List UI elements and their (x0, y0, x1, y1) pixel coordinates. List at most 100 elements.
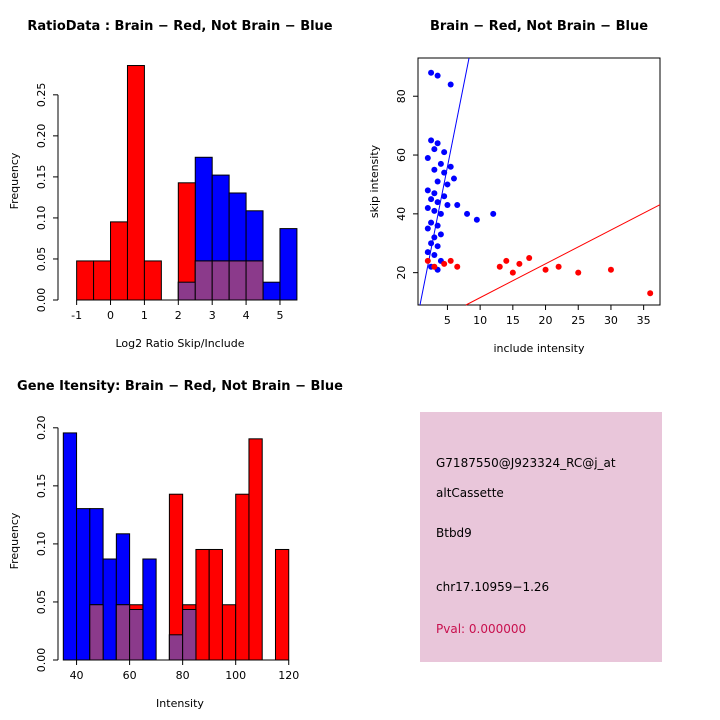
scatter-point-blue (447, 163, 454, 170)
scatter-point-blue (428, 137, 435, 144)
y-tick-label: 0.00 (35, 648, 48, 673)
hist-bar-overlap (194, 260, 213, 301)
scatter-point-blue (428, 219, 435, 226)
y-tick-label: 0.05 (35, 247, 48, 272)
hist-bar-red (248, 438, 263, 661)
x-tick-label: 1 (141, 309, 148, 322)
y-tick-label: 0.20 (35, 416, 48, 441)
x-tick-label: 20 (539, 314, 553, 327)
scatter-point-blue (437, 231, 444, 238)
scatter-point-blue (464, 210, 471, 217)
hist-bar-overlap (89, 604, 104, 661)
hist-bar-red (126, 65, 145, 301)
y-axis-title: skip intensity (368, 144, 381, 218)
y-tick-label: 0.20 (35, 124, 48, 149)
y-tick-label: 0.10 (35, 532, 48, 557)
scatter-point-blue (447, 81, 454, 88)
hist-bar-red (110, 221, 128, 301)
scatter-point-blue (434, 72, 441, 79)
hist-bar-overlap (115, 604, 131, 661)
scatter-point-blue (444, 202, 451, 209)
y-axis-title: Frequency (8, 512, 21, 569)
scatter-point-red (607, 266, 614, 273)
x-axis-title: include intensity (493, 342, 585, 355)
scatter-point-blue (424, 204, 431, 211)
hist-bar-red (76, 260, 95, 301)
event-type-text: altCassette (436, 486, 504, 500)
hist-bar-overlap (129, 608, 144, 661)
chart-title: RatioData : Brain − Red, Not Brain − Blu… (27, 19, 332, 34)
hist-bar-overlap (168, 634, 184, 661)
plot-border (417, 57, 661, 306)
blue-fit-line (419, 57, 470, 306)
x-tick-label: 3 (209, 309, 216, 322)
hist-bar-red (208, 548, 223, 661)
scatter-point-blue (431, 252, 438, 259)
scatter-point-blue (437, 210, 444, 217)
x-tick-label: 30 (604, 314, 618, 327)
hist-bar-red (274, 548, 290, 661)
panel-intensity-scatter: 5 10 15 20 25 30 35 20 40 60 80 Brain − Red, Not Br… (360, 0, 720, 360)
panel-ratio-histogram: -1 0 1 2 3 4 5 0.00 0.05 0.10 0.15 0.20 0.25 RatioDat… (0, 0, 360, 360)
x-tick-label: 35 (637, 314, 651, 327)
hist-bar-blue (262, 281, 281, 301)
hist-bar-overlap (182, 608, 197, 661)
x-tick-label: 80 (176, 669, 190, 682)
scatter-point-blue (450, 175, 457, 182)
scatter-point-blue (428, 69, 435, 76)
hist-bar-red (195, 548, 210, 661)
scatter-point-blue (473, 216, 480, 223)
hist-bar-red (143, 260, 162, 301)
hist-bar-blue (62, 432, 78, 661)
y-tick-label: 60 (395, 148, 408, 162)
x-axis-title: Log2 Ratio Skip/Include (115, 337, 244, 350)
scatter-point-red (447, 257, 454, 264)
scatter-point-red (496, 263, 503, 270)
hist-bar-red (221, 604, 237, 661)
scatter-point-blue (441, 193, 448, 200)
scatter-point-red (647, 290, 654, 297)
scatter-point-blue (431, 146, 438, 153)
scatter-point-blue (454, 202, 461, 209)
scatter-point-red (526, 254, 533, 261)
chart-title: Gene Itensity: Brain − Red, Not Brain − … (17, 379, 343, 394)
scatter-point-red (509, 269, 516, 276)
x-axis-title: Intensity (156, 697, 204, 710)
scatter-point-blue (434, 140, 441, 147)
scatter-point-blue (428, 196, 435, 203)
y-tick-label: 0.10 (35, 206, 48, 231)
scatter-point-blue (424, 187, 431, 194)
scatter-point-red (441, 260, 448, 267)
y-tick-label: 20 (395, 266, 408, 280)
y-tick-label: 80 (395, 89, 408, 103)
scatter-point-blue (434, 222, 441, 229)
hist-bar-red (235, 493, 250, 661)
x-tick-label: -1 (71, 309, 82, 322)
hist-bar-blue (142, 558, 157, 661)
y-tick-label: 0.15 (35, 165, 48, 190)
scatter-point-blue (434, 243, 441, 250)
x-tick-label: 4 (243, 309, 250, 322)
x-tick-label: 120 (278, 669, 299, 682)
scatter-point-red (431, 263, 438, 270)
x-tick-label: 60 (123, 669, 137, 682)
hist-bar-blue (102, 558, 117, 661)
x-tick-label: 100 (225, 669, 246, 682)
y-tick-label: 0.15 (35, 474, 48, 499)
scatter-point-blue (431, 207, 438, 214)
hist-bar-red (93, 260, 112, 301)
pval-line: Pval: 0.000000 (436, 622, 527, 636)
chart-title: Brain − Red, Not Brain − Blue (430, 19, 648, 34)
info-box: G7187550@J923324_RC@j_at altCassette Btb… (420, 412, 662, 662)
x-tick-label: 15 (506, 314, 520, 327)
scatter-point-blue (428, 240, 435, 247)
scatter-point-blue (434, 178, 441, 185)
locus-text: chr17.10959−1.26 (436, 580, 550, 594)
panel-info: G7187550@J923324_RC@j_at altCassette Btb… (360, 360, 720, 720)
hist-bar-blue (279, 228, 298, 301)
x-tick-label: 0 (107, 309, 114, 322)
ratio-histogram-chart: -1 0 1 2 3 4 5 0.00 0.05 0.10 0.15 0.20 0.25 RatioDat… (8, 19, 333, 350)
x-tick-label: 2 (175, 309, 182, 322)
y-tick-label: 40 (395, 207, 408, 221)
scatter-point-red (575, 269, 582, 276)
